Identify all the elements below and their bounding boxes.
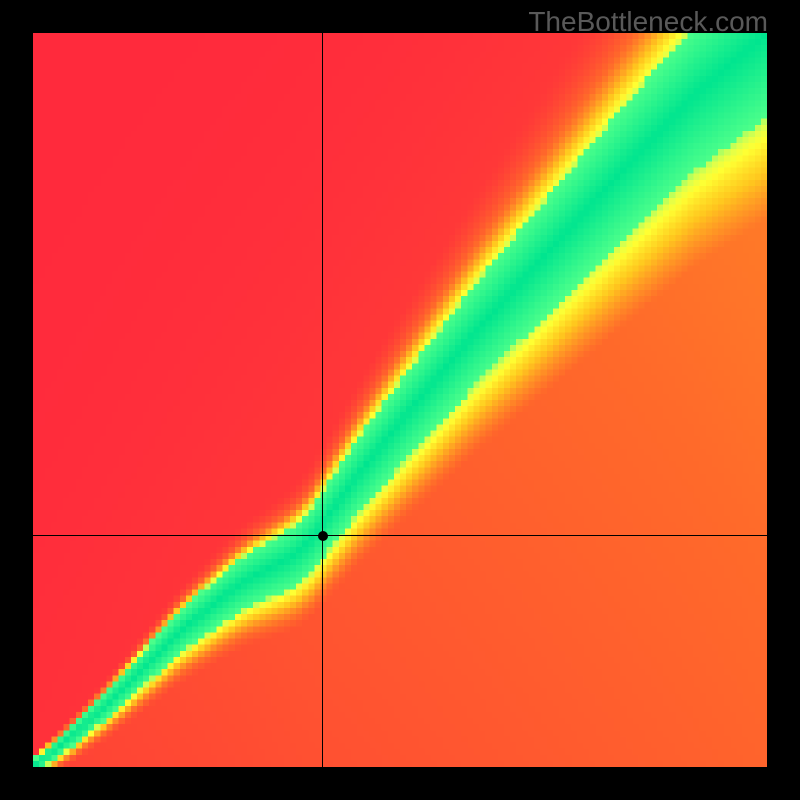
watermark-text: TheBottleneck.com	[528, 6, 768, 38]
crosshair-vertical	[322, 33, 323, 767]
bottleneck-heatmap	[33, 33, 767, 767]
crosshair-horizontal	[33, 535, 767, 536]
chart-container: TheBottleneck.com	[0, 0, 800, 800]
current-point-marker	[318, 531, 328, 541]
